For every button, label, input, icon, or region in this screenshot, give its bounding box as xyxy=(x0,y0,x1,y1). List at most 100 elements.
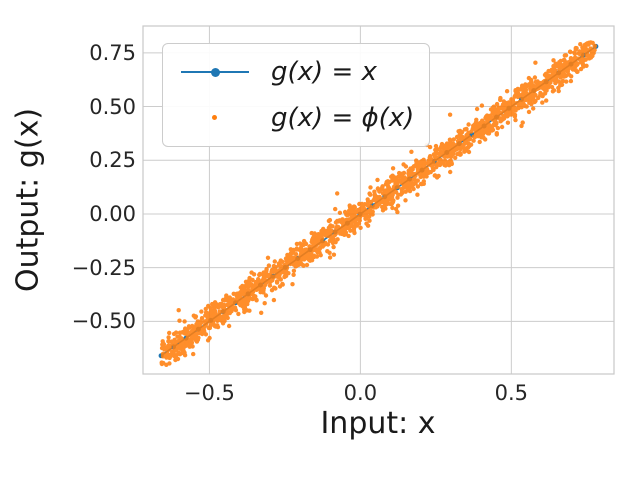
scatter-point xyxy=(590,53,595,59)
scatter-point xyxy=(533,98,538,104)
scatter-point xyxy=(406,171,411,176)
scatter-point xyxy=(527,100,532,106)
scatter-point xyxy=(573,47,578,52)
scatter-point xyxy=(182,319,187,324)
scatter-point xyxy=(327,217,333,223)
legend-label-gx-x: g(x) = x xyxy=(271,57,377,87)
scatter-point xyxy=(197,324,202,329)
scatter-point xyxy=(377,201,382,207)
scatter-point xyxy=(494,131,499,136)
legend-label-gx-phi: g(x) = ϕ(x) xyxy=(271,103,415,133)
scatter-point xyxy=(588,46,593,51)
scatter-point xyxy=(236,311,241,317)
scatter-point xyxy=(160,342,165,347)
scatter-point xyxy=(415,184,421,189)
scatter-point xyxy=(552,78,558,84)
scatter-point xyxy=(426,158,431,163)
scatter-point xyxy=(308,245,313,250)
scatter-point xyxy=(547,76,552,81)
scatter-point xyxy=(244,281,250,287)
scatter-point xyxy=(483,137,488,142)
scatter-point xyxy=(475,130,480,135)
scatter-point xyxy=(533,60,538,65)
scatter-point xyxy=(463,139,468,145)
scatter-point xyxy=(266,263,272,268)
scatter-point xyxy=(540,100,545,105)
scatter-point xyxy=(365,197,370,202)
scatter-point xyxy=(494,101,500,107)
scatter-point xyxy=(348,228,353,233)
scatter-point xyxy=(204,313,209,319)
scatter-point xyxy=(556,85,561,91)
scatter-point xyxy=(315,250,320,255)
scatter-point xyxy=(250,277,255,283)
scatter-point xyxy=(211,304,217,310)
scatter-point xyxy=(409,149,414,154)
scatter-point xyxy=(532,75,538,80)
scatter-point xyxy=(558,58,563,64)
scatter-point xyxy=(222,314,227,319)
scatter-point xyxy=(544,98,549,103)
scatter-point xyxy=(317,240,322,245)
scatter-point xyxy=(492,110,497,116)
scatter-point xyxy=(558,75,563,80)
x-tick-label: 0.0 xyxy=(343,381,378,405)
scatter-point xyxy=(363,209,368,214)
scatter-point xyxy=(403,164,409,169)
y-tick-label: −0.50 xyxy=(71,309,136,334)
scatter-point xyxy=(278,258,283,263)
scatter-point xyxy=(242,305,248,310)
scatter-point xyxy=(185,329,190,334)
scatter-point xyxy=(269,288,275,293)
scatter-point xyxy=(246,288,251,293)
scatter-point xyxy=(581,58,586,63)
scatter-point xyxy=(455,151,460,157)
scatter-point xyxy=(590,40,595,46)
scatter-point xyxy=(511,103,516,109)
scatter-point xyxy=(269,269,274,274)
scatter-point xyxy=(242,298,247,303)
scatter-point xyxy=(290,282,295,287)
scatter-point xyxy=(505,109,510,114)
scatter-point xyxy=(164,362,169,367)
scatter-point xyxy=(272,259,277,264)
scatter-point xyxy=(364,221,369,226)
scatter-point xyxy=(550,89,556,94)
scatter-point xyxy=(543,73,549,79)
scatter-point xyxy=(211,321,216,327)
x-tick-label: −0.5 xyxy=(183,381,235,405)
scatter-point xyxy=(241,292,246,297)
scatter-point xyxy=(562,53,567,58)
scatter-point xyxy=(540,86,546,91)
scatter-point xyxy=(329,235,334,240)
scatter-point xyxy=(497,110,503,115)
scatter-point xyxy=(466,122,471,127)
scatter-point xyxy=(459,130,465,135)
scatter-point xyxy=(206,319,211,324)
scatter-point xyxy=(516,104,521,110)
scatter-point xyxy=(190,344,195,349)
scatter-point xyxy=(202,323,208,328)
scatter-point xyxy=(428,154,433,159)
scatter-point xyxy=(526,109,532,115)
scatter-point xyxy=(562,72,567,78)
scatter-point xyxy=(348,220,353,226)
scatter-point xyxy=(193,314,199,319)
scatter-point xyxy=(270,278,275,283)
scatter-point xyxy=(260,277,266,283)
scatter-point xyxy=(402,175,407,180)
scatter-point xyxy=(508,107,513,113)
scatter-point xyxy=(570,67,576,72)
scatter-point xyxy=(554,63,560,68)
scatter-point xyxy=(159,360,164,365)
scatter-point xyxy=(246,296,252,302)
scatter-point xyxy=(319,236,325,241)
scatter-point xyxy=(375,177,380,183)
x-axis-label: Input: x xyxy=(320,406,436,441)
scatter-point xyxy=(327,225,332,231)
scatter-point xyxy=(189,329,195,334)
scatter-point xyxy=(435,161,441,166)
scatter-point xyxy=(508,111,513,117)
scatter-point xyxy=(524,96,529,101)
